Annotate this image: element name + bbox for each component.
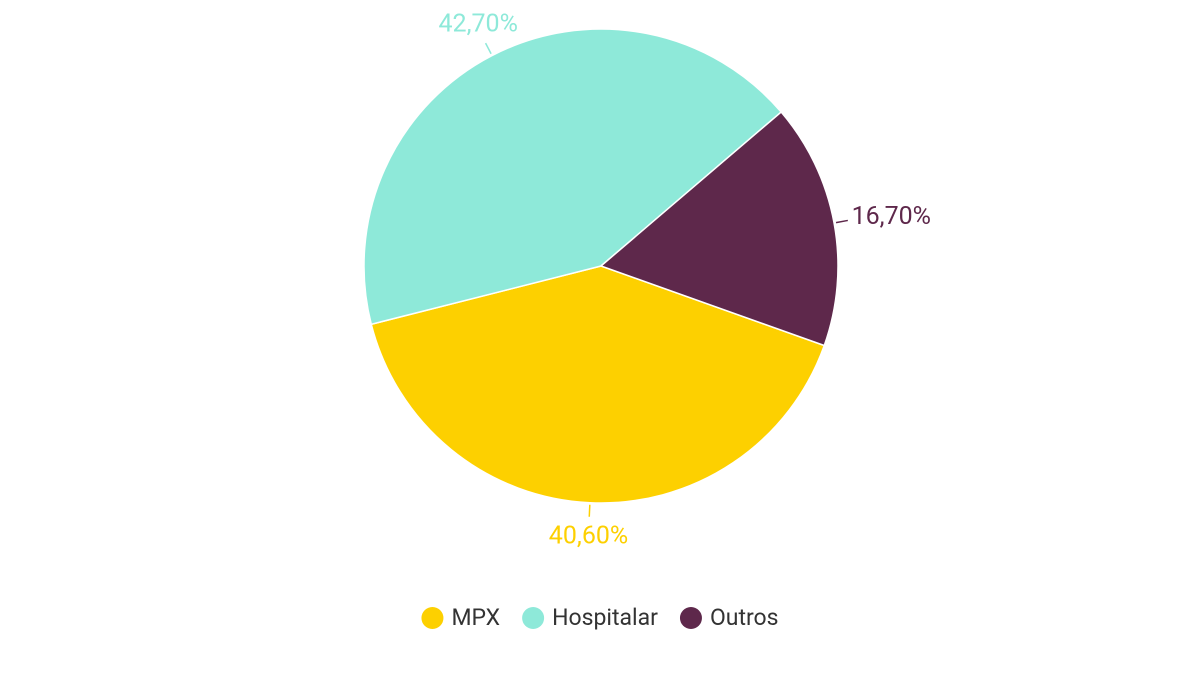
value-label: 40,60%: [549, 521, 628, 550]
legend-marker: [679, 607, 702, 629]
leader-line: [835, 219, 848, 224]
value-label: 16,70%: [852, 202, 931, 231]
pie-slice: [370, 265, 826, 504]
legend-label: Hospitalar: [552, 604, 658, 631]
legend-marker: [522, 607, 545, 629]
pie-slice: [363, 28, 783, 326]
legend-label: MPX: [451, 604, 500, 631]
leader-line: [484, 42, 492, 55]
pie-slice: [599, 110, 839, 347]
legend-label: Outros: [710, 604, 779, 631]
value-label: 42,70%: [438, 10, 517, 39]
legend-marker: [421, 607, 444, 629]
leader-line: [588, 504, 591, 517]
